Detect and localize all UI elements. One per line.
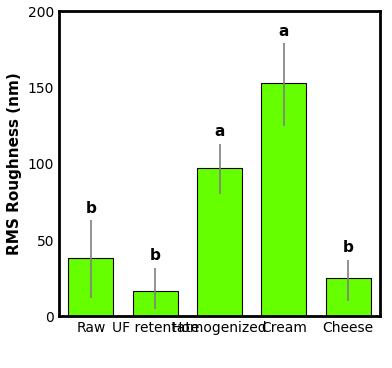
Text: b: b xyxy=(150,248,161,263)
Text: a: a xyxy=(279,24,289,39)
Bar xyxy=(69,258,113,316)
Text: a: a xyxy=(214,124,225,139)
Text: b: b xyxy=(85,201,96,216)
Text: b: b xyxy=(343,240,354,255)
Bar xyxy=(197,168,242,316)
Bar xyxy=(261,83,306,316)
Bar xyxy=(133,290,178,316)
Y-axis label: RMS Roughness (nm): RMS Roughness (nm) xyxy=(7,72,22,255)
Bar xyxy=(326,278,370,316)
